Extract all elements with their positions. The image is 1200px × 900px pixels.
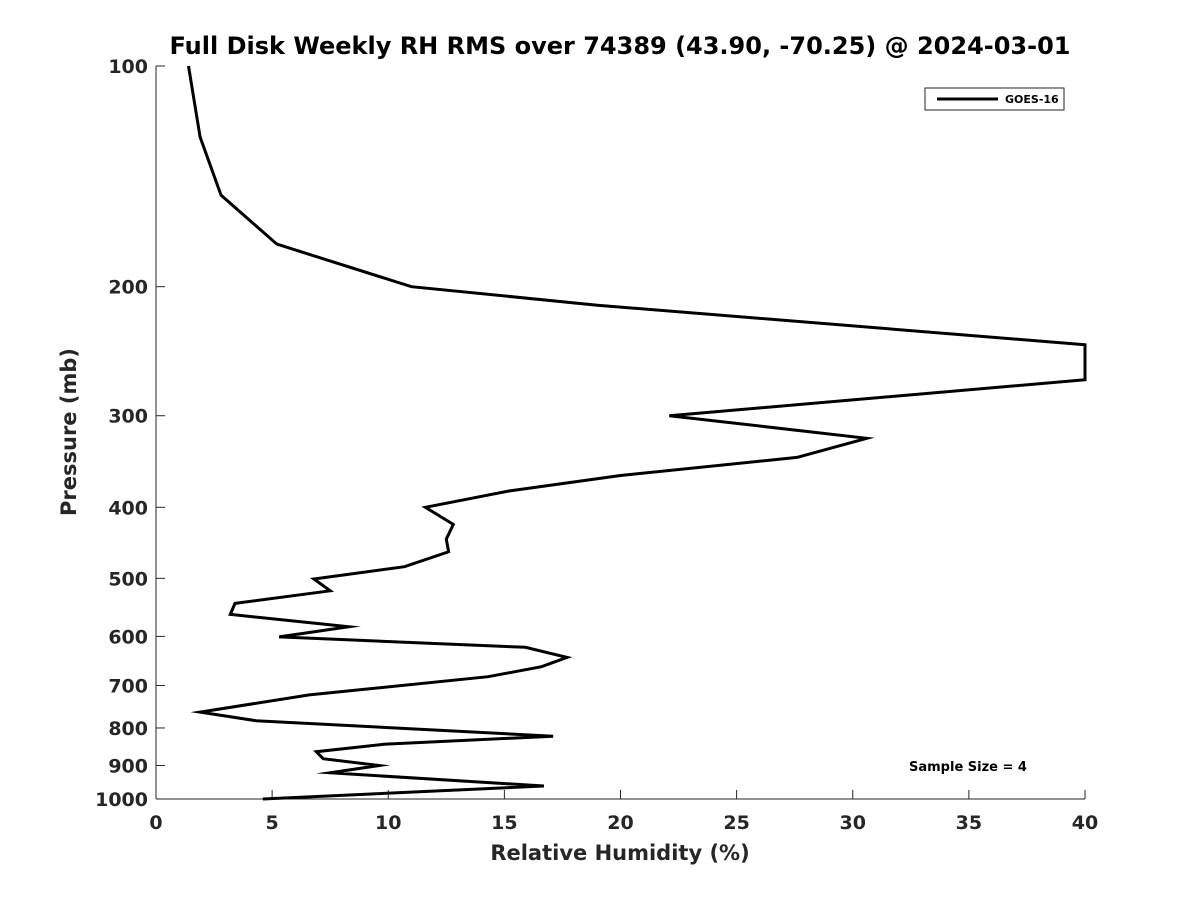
x-tick-label: 10 — [375, 812, 401, 834]
data-point — [509, 491, 510, 492]
data-point — [543, 786, 544, 787]
chart-title: Full Disk Weekly RH RMS over 74389 (43.9… — [169, 32, 1070, 60]
data-point — [200, 137, 201, 138]
data-point — [262, 799, 263, 800]
x-tick-label: 5 — [266, 812, 279, 834]
data-point — [348, 626, 349, 627]
x-axis-label: Relative Humidity (%) — [490, 841, 749, 865]
y-tick-label: 600 — [108, 626, 148, 648]
data-point — [404, 566, 405, 567]
x-axis-ticks: 0 5 10 15 20 25 30 35 40 — [149, 790, 1098, 834]
data-point — [330, 772, 331, 773]
data-point — [425, 507, 426, 508]
y-axis-label: Pressure (mb) — [57, 348, 81, 516]
data-point — [553, 736, 554, 737]
data-point — [309, 694, 310, 695]
data-point — [669, 415, 670, 416]
x-tick-label: 0 — [149, 812, 162, 834]
data-point — [1085, 379, 1086, 380]
y-axis-ticks: 100 200 300 400 500 600 700 800 900 1000 — [95, 56, 165, 811]
data-point — [620, 475, 621, 476]
y-tick-label: 300 — [108, 406, 148, 428]
x-tick-label: 20 — [607, 812, 633, 834]
data-point — [316, 751, 317, 752]
y-tick-label: 1000 — [95, 789, 148, 811]
data-point — [448, 551, 449, 552]
data-point — [379, 765, 380, 766]
x-tick-label: 15 — [491, 812, 517, 834]
data-point — [597, 305, 598, 306]
x-tick-label: 30 — [840, 812, 866, 834]
data-point — [488, 676, 489, 677]
data-point — [567, 657, 568, 658]
y-tick-label: 100 — [108, 56, 148, 78]
data-point — [221, 195, 222, 196]
sample-size-annotation: Sample Size = 4 — [909, 760, 1027, 775]
data-point — [323, 758, 324, 759]
y-tick-label: 500 — [108, 568, 148, 590]
data-point — [235, 603, 236, 604]
data-point — [313, 579, 314, 580]
legend-label-goes-16: GOES-16 — [1005, 93, 1059, 106]
data-point — [383, 744, 384, 745]
data-point — [525, 647, 526, 648]
series-line-goes-16 — [187, 65, 1087, 801]
data-point — [453, 524, 454, 525]
data-point — [230, 614, 231, 615]
data-point — [541, 666, 542, 667]
x-tick-label: 25 — [723, 812, 749, 834]
y-tick-label: 900 — [108, 755, 148, 777]
data-point — [279, 636, 280, 637]
data-point — [446, 539, 447, 540]
x-tick-label: 40 — [1072, 812, 1098, 834]
y-tick-label: 400 — [108, 497, 148, 519]
y-tick-label: 800 — [108, 718, 148, 740]
data-point — [330, 590, 331, 591]
data-point — [276, 244, 277, 245]
data-point — [411, 286, 412, 287]
series-layer — [187, 65, 1087, 801]
x-tick-label: 35 — [956, 812, 982, 834]
data-point — [188, 66, 189, 67]
data-point — [200, 712, 201, 713]
data-point — [866, 438, 867, 439]
data-point — [797, 457, 798, 458]
y-tick-label: 200 — [108, 277, 148, 299]
data-point — [1085, 344, 1086, 345]
data-point — [255, 720, 256, 721]
legend: GOES-16 — [924, 87, 1065, 111]
y-tick-label: 700 — [108, 675, 148, 697]
